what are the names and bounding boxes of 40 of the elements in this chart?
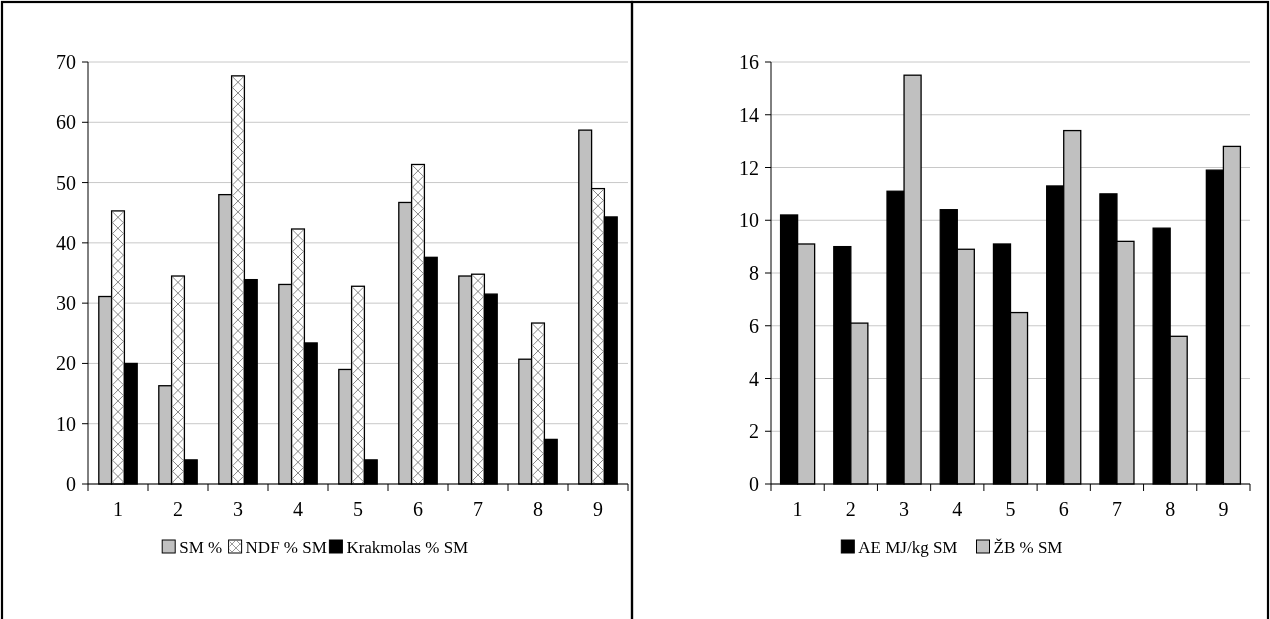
y-tick-label: 8 (749, 262, 759, 284)
x-tick-label: 5 (1005, 498, 1016, 520)
x-tick-label: 5 (353, 498, 363, 520)
y-tick-label: 50 (56, 171, 76, 194)
y-tick-label: 70 (56, 51, 76, 73)
legend-label: ŽB % SM (993, 537, 1063, 557)
y-tick-label: 0 (66, 473, 76, 495)
x-tick-label: 6 (1058, 498, 1069, 520)
x-tick-label: 2 (173, 498, 183, 520)
legend-label: NDF % SM (245, 537, 327, 557)
x-tick-label: 8 (533, 498, 543, 520)
y-tick-label: 20 (56, 352, 76, 375)
x-tick-label: 4 (952, 498, 963, 520)
x-tick-label: 3 (899, 498, 910, 520)
x-tick-label: 4 (293, 498, 303, 520)
y-tick-label: 30 (56, 292, 76, 315)
x-tick-label: 7 (1111, 498, 1122, 520)
y-tick-label: 40 (56, 231, 76, 254)
legend-label: SM % (179, 537, 223, 557)
y-tick-label: 6 (749, 314, 759, 337)
y-tick-label: 14 (739, 103, 759, 126)
y-tick-label: 16 (739, 51, 759, 73)
y-tick-label: 10 (739, 209, 759, 232)
x-tick-label: 2 (845, 498, 856, 520)
y-tick-label: 12 (739, 156, 759, 179)
x-tick-label: 9 (593, 498, 603, 520)
y-tick-label: 2 (749, 420, 759, 443)
x-tick-label: 3 (233, 498, 243, 520)
x-tick-label: 8 (1165, 498, 1176, 520)
y-tick-label: 60 (56, 111, 76, 134)
x-tick-label: 7 (473, 498, 483, 520)
x-tick-label: 1 (113, 498, 123, 520)
legend-label: AE MJ/kg SM (858, 537, 958, 557)
y-tick-label: 0 (749, 473, 759, 495)
x-tick-label: 9 (1218, 498, 1229, 520)
x-tick-label: 1 (792, 498, 803, 520)
x-tick-label: 6 (413, 498, 423, 520)
legend-label: Krakmolas % SM (346, 537, 469, 557)
y-tick-label: 4 (749, 367, 759, 390)
y-tick-label: 10 (56, 412, 76, 435)
